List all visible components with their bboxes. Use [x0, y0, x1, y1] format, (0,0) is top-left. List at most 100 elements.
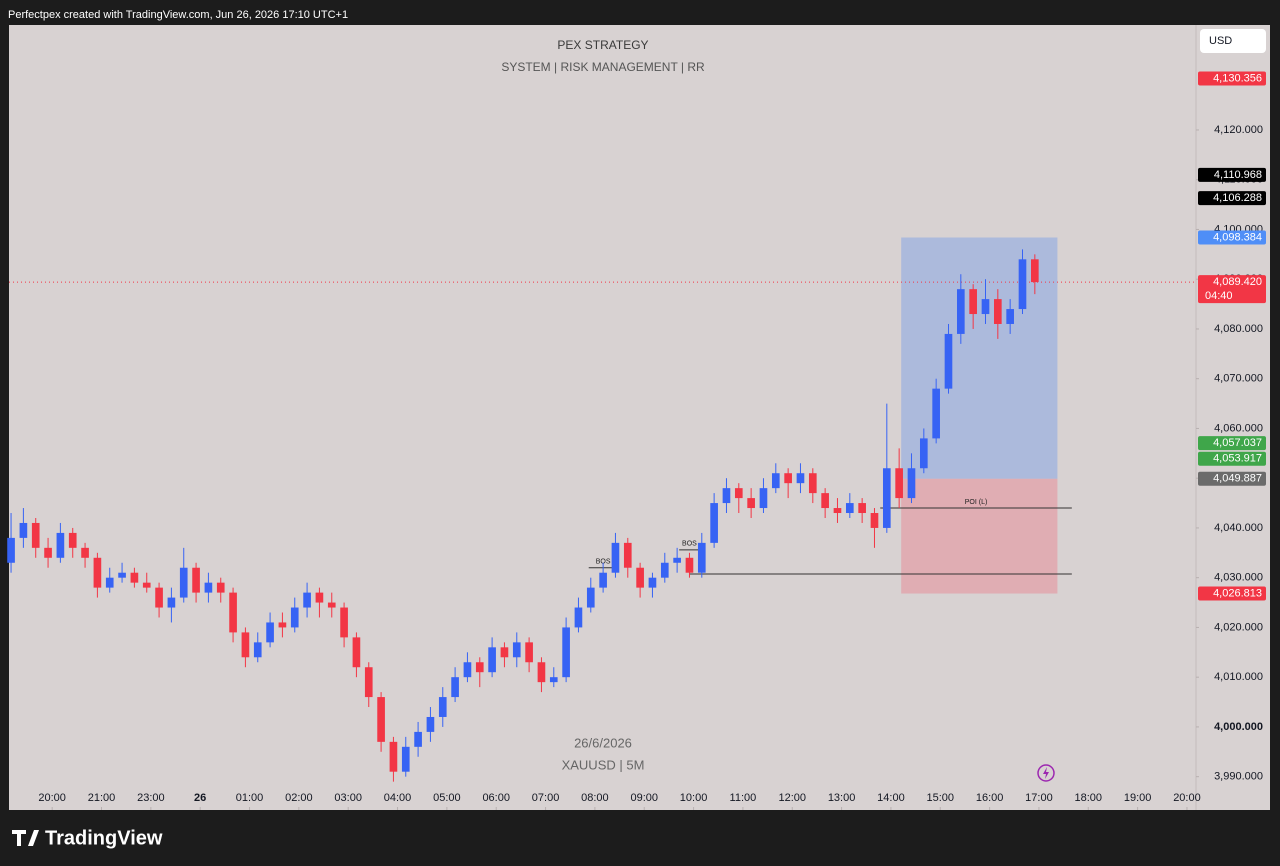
candle-body — [364, 667, 373, 698]
x-tick-label: 04:00 — [384, 792, 412, 804]
y-tick-label: 4,040.000 — [1214, 522, 1263, 534]
candle-body — [1018, 259, 1027, 310]
currency-button[interactable] — [1200, 29, 1266, 53]
candle-body — [784, 473, 792, 484]
candle-body — [673, 557, 681, 563]
candle-body — [241, 632, 250, 658]
candle-body — [907, 468, 916, 499]
price-label-box — [1198, 191, 1266, 206]
candle-body — [340, 607, 348, 638]
candle-body — [488, 647, 496, 673]
candle-body — [599, 572, 607, 588]
candle-body — [623, 542, 632, 568]
x-tick-label: 17:00 — [1025, 792, 1053, 804]
currency[interactable]: USD — [1209, 35, 1232, 47]
candle-body — [1006, 309, 1014, 324]
x-tick-label: 20:00 — [1173, 792, 1201, 804]
y-tick-label: 4,020.000 — [1214, 621, 1263, 633]
x-tick-label: 19:00 — [1124, 792, 1152, 804]
candle-body — [426, 716, 435, 732]
icon-circle[interactable] — [1037, 764, 1055, 782]
candle-body — [870, 513, 879, 528]
price-label-box — [1198, 230, 1266, 245]
x-tick-label: 18:00 — [1075, 792, 1103, 804]
y-tick-label: 4,000.000 — [1214, 721, 1263, 733]
candle-body — [463, 662, 472, 678]
candle-body — [352, 637, 361, 668]
x-tick-label: 26 — [194, 792, 206, 804]
x-tick-label: 09:00 — [630, 792, 658, 804]
candle-body — [994, 299, 1002, 324]
stop-zone — [901, 478, 1058, 594]
candle-body — [882, 468, 891, 528]
alert-icon[interactable] — [1037, 764, 1055, 782]
chart-title: PEX STRATEGY — [557, 38, 648, 52]
candle-body — [722, 488, 731, 504]
candle-body — [278, 622, 287, 628]
candle-body — [981, 299, 990, 315]
candle-body — [118, 572, 126, 578]
x-tick-label: 05:00 — [433, 792, 461, 804]
candle-body — [7, 537, 15, 563]
x-tick-label: 11:00 — [730, 792, 757, 804]
price-label-box — [1198, 451, 1266, 466]
candle-body — [204, 582, 213, 593]
y-tick-label: 4,060.000 — [1214, 422, 1263, 434]
price-label: 4,053.917 — [1213, 453, 1262, 465]
candle-body — [747, 498, 755, 509]
candle-body — [142, 582, 151, 588]
candle-body — [586, 587, 595, 608]
price-label-box — [1198, 586, 1266, 601]
level-label: POI (L) — [965, 499, 988, 506]
x-tick-label: 13:00 — [828, 792, 856, 804]
x-tick-label: 08:00 — [581, 792, 609, 804]
y-tick-label: 4,010.000 — [1214, 671, 1263, 683]
price-label-box — [1198, 471, 1266, 486]
x-tick-label: 02:00 — [285, 792, 313, 804]
candle-body — [389, 741, 398, 772]
candle-body — [821, 493, 829, 509]
x-tick-label: 16:00 — [976, 792, 1004, 804]
candle-body — [685, 557, 694, 573]
price-label: 4,026.813 — [1213, 587, 1262, 599]
price-label: 4,049.887 — [1213, 473, 1262, 485]
price-label: 4,110.968 — [1214, 169, 1262, 181]
x-tick-label: 14:00 — [877, 792, 905, 804]
watermark: XAUUSD | 5M — [562, 757, 645, 772]
candle-body — [377, 697, 385, 742]
candle-body — [636, 567, 644, 588]
header: Perfectpex created with TradingView.com,… — [8, 9, 348, 21]
candle-body — [19, 522, 28, 538]
candle-body — [253, 642, 262, 658]
candle-body — [155, 587, 163, 608]
candle-body — [500, 647, 509, 658]
icon-bolt[interactable] — [1043, 767, 1049, 779]
candle-body — [759, 488, 768, 509]
price-label: 4,130.356 — [1213, 72, 1262, 84]
candle-body — [290, 607, 299, 628]
level-label: BOS — [682, 541, 697, 548]
candle-body — [315, 592, 324, 603]
candle-body — [167, 597, 176, 608]
candle-body — [229, 592, 237, 633]
candle-body — [525, 642, 533, 663]
chart-subtitle: SYSTEM | RISK MANAGEMENT | RR — [501, 60, 705, 74]
candle-body — [44, 547, 52, 558]
candle-body — [858, 503, 866, 514]
candle-body — [611, 542, 620, 573]
x-tick-label: 03:00 — [334, 792, 362, 804]
candle-body — [303, 592, 311, 608]
candle-body — [31, 522, 40, 548]
price-label-box — [1198, 436, 1266, 451]
candle-body — [93, 557, 102, 588]
price-label: 4,089.420 — [1213, 276, 1262, 288]
candle-body — [895, 468, 903, 499]
y-tick-label: 4,080.000 — [1214, 323, 1263, 335]
chart-background — [9, 25, 1270, 810]
candle-body — [562, 627, 570, 678]
candle-body — [512, 642, 521, 658]
candle-body — [537, 662, 546, 683]
candle-body — [796, 473, 805, 484]
